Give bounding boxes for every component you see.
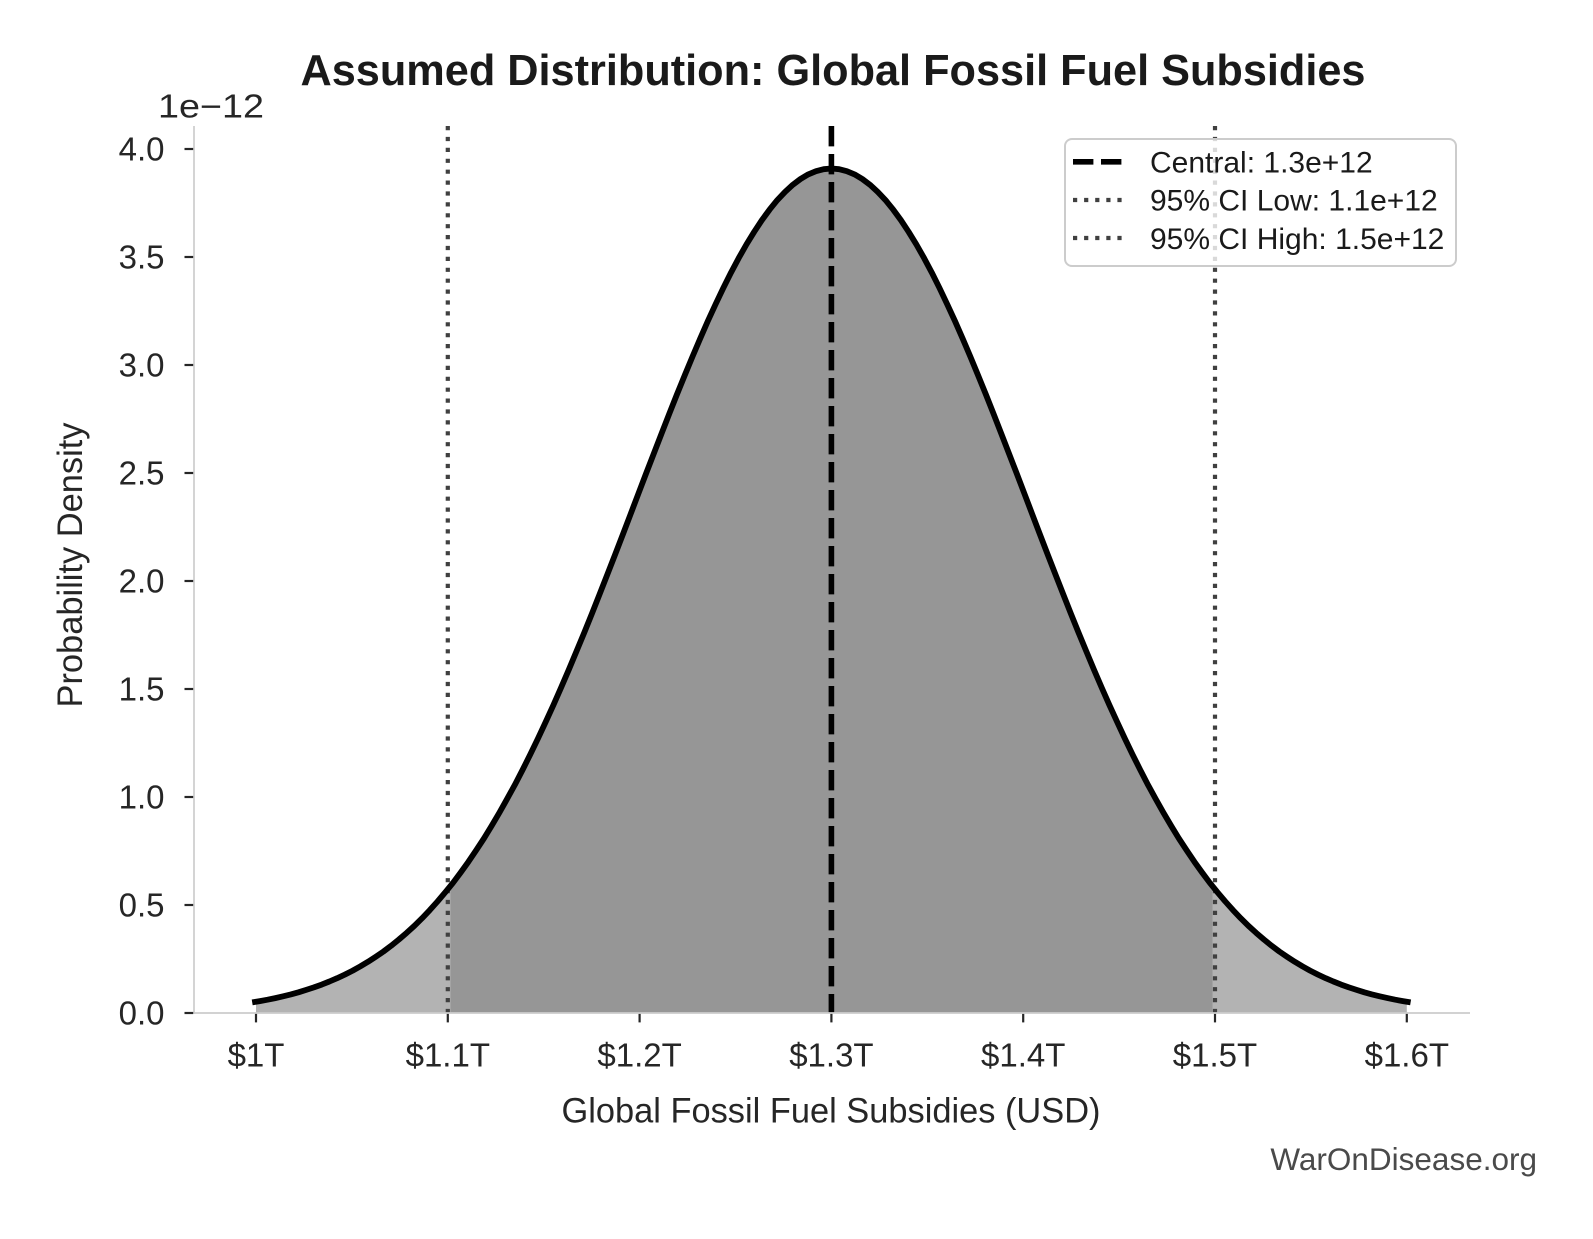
svg-text:$1.3T: $1.3T <box>789 1037 873 1074</box>
svg-text:95% CI Low: 1.1e+12: 95% CI Low: 1.1e+12 <box>1150 185 1438 218</box>
svg-text:3.5: 3.5 <box>119 239 165 276</box>
svg-text:0.5: 0.5 <box>119 887 165 924</box>
svg-text:WarOnDisease.org: WarOnDisease.org <box>1270 1141 1537 1177</box>
svg-text:3.0: 3.0 <box>119 347 165 384</box>
svg-text:1.0: 1.0 <box>119 779 165 816</box>
svg-text:1.5: 1.5 <box>119 671 165 708</box>
svg-text:Assumed Distribution: Global F: Assumed Distribution: Global Fossil Fuel… <box>301 46 1366 95</box>
svg-text:Central: 1.3e+12: Central: 1.3e+12 <box>1150 147 1373 180</box>
svg-text:$1.4T: $1.4T <box>981 1037 1065 1074</box>
svg-text:$1.5T: $1.5T <box>1173 1037 1257 1074</box>
svg-text:$1.1T: $1.1T <box>406 1037 490 1074</box>
svg-text:95% CI High: 1.5e+12: 95% CI High: 1.5e+12 <box>1150 223 1444 256</box>
svg-text:2.5: 2.5 <box>119 455 165 492</box>
svg-text:2.0: 2.0 <box>119 563 165 600</box>
svg-text:1e−12: 1e−12 <box>158 88 264 125</box>
svg-text:0.0: 0.0 <box>119 995 165 1032</box>
svg-text:$1.2T: $1.2T <box>597 1037 681 1074</box>
svg-text:Probability Density: Probability Density <box>51 422 90 707</box>
svg-text:$1.6T: $1.6T <box>1365 1037 1449 1074</box>
svg-text:4.0: 4.0 <box>119 131 165 168</box>
svg-text:$1T: $1T <box>228 1037 285 1074</box>
svg-text:Global Fossil Fuel Subsidies (: Global Fossil Fuel Subsidies (USD) <box>562 1092 1101 1131</box>
